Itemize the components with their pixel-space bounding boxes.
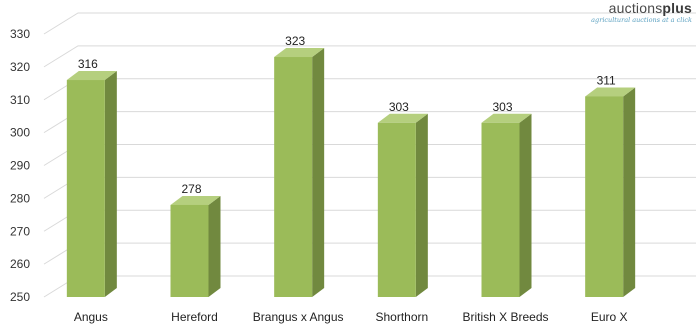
bar-top — [377, 113, 428, 123]
y-tick-label: 270 — [10, 224, 30, 238]
bar-top — [481, 113, 532, 123]
bar-front — [274, 57, 313, 298]
x-axis-categories: Angus Hereford Brangus x Angus Shorthorn Bri… — [74, 310, 628, 324]
y-tick-label: 300 — [10, 126, 30, 140]
bar-2 — [170, 195, 221, 297]
logo-name-bold: plus — [662, 0, 692, 16]
bar-side — [312, 48, 325, 298]
data-label: 303 — [492, 100, 512, 114]
bar-top — [585, 87, 636, 97]
y-tick-label: 310 — [10, 93, 30, 107]
y-tick-label: 320 — [10, 60, 30, 74]
bar-side — [415, 113, 428, 297]
x-category-label: Angus — [74, 310, 108, 324]
bar-top — [274, 48, 325, 58]
x-category-label: Brangus x Angus — [253, 310, 344, 324]
bar-5 — [481, 113, 532, 297]
x-category-label: Euro X — [591, 310, 628, 324]
bar-side — [104, 71, 117, 298]
bar-top — [66, 71, 117, 81]
logo-tagline: agricultural auctions at a click — [591, 16, 692, 24]
x-category-label: Hereford — [171, 310, 218, 324]
y-tick-label: 330 — [10, 27, 30, 41]
bars — [66, 48, 636, 298]
y-tick-label: 280 — [10, 191, 30, 205]
auctionsplus-logo: auctionsplus agricultural auctions at a … — [591, 0, 692, 24]
gridline — [43, 45, 696, 68]
bar-side — [208, 195, 221, 297]
x-category-label: British X Breeds — [462, 310, 548, 324]
logo-name-light: auctions — [608, 0, 663, 16]
bar-top — [170, 195, 221, 205]
bar-4 — [377, 113, 428, 297]
y-axis-ticks: 250 260 270 280 290 300 310 320 330 — [10, 27, 30, 304]
y-tick-label: 260 — [10, 257, 30, 271]
data-labels: 316 278 323 303 303 311 — [78, 34, 616, 196]
data-label: 303 — [389, 100, 409, 114]
bar-side — [623, 87, 636, 298]
bar-front — [66, 80, 105, 298]
x-category-label: Shorthorn — [375, 310, 428, 324]
bar-6 — [585, 87, 636, 298]
gridline — [43, 12, 696, 35]
data-label: 316 — [78, 57, 98, 71]
bar-side — [519, 113, 532, 297]
data-label: 311 — [597, 73, 616, 87]
bar-front — [585, 96, 624, 298]
bar-front — [481, 122, 520, 297]
bar-front — [170, 204, 209, 297]
y-tick-label: 250 — [10, 290, 30, 304]
bar-front — [377, 122, 416, 297]
bar-3 — [274, 48, 325, 298]
data-label: 278 — [181, 182, 201, 196]
data-label: 323 — [285, 34, 305, 48]
y-tick-label: 290 — [10, 159, 30, 173]
bar-1 — [66, 71, 117, 298]
